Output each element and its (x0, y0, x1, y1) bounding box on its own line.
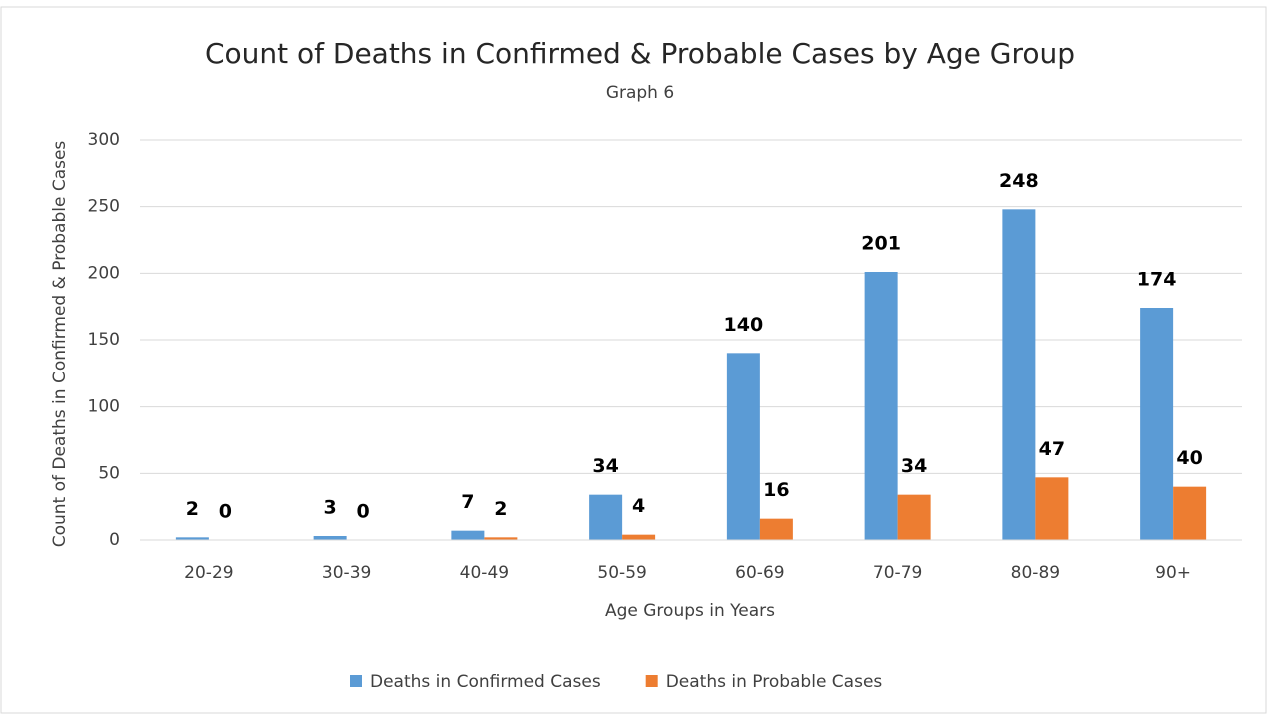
legend-label: Deaths in Confirmed Cases (370, 672, 601, 692)
bar (1173, 486, 1207, 540)
bar (1035, 477, 1069, 540)
bar (897, 494, 931, 540)
y-tick-label: 250 (88, 197, 120, 217)
legend-swatch (350, 675, 362, 687)
y-tick-label: 50 (98, 463, 120, 483)
chart-subtitle: Graph 6 (606, 83, 674, 103)
x-tick-label: 30-39 (322, 563, 371, 583)
data-label: 2 (494, 498, 507, 520)
bar (759, 518, 793, 540)
chart-border (0, 6, 1267, 714)
bar (726, 353, 760, 540)
legend-swatch (645, 675, 658, 687)
data-label: 0 (219, 501, 232, 523)
y-tick-label: 100 (88, 397, 120, 417)
x-tick-label: 20-29 (184, 563, 233, 583)
bar (484, 537, 518, 540)
x-tick-label: 40-49 (460, 563, 509, 583)
x-tick-label: 50-59 (597, 563, 646, 583)
data-label: 7 (461, 491, 474, 513)
x-axis-label: Age Groups in Years (605, 601, 775, 621)
data-label: 4 (632, 495, 645, 517)
data-label: 140 (724, 314, 764, 336)
x-tick-label: 90+ (1155, 563, 1191, 583)
data-label: 47 (1039, 438, 1065, 460)
bar (313, 536, 347, 540)
legend-label: Deaths in Probable Cases (666, 672, 883, 692)
chart-title: Count of Deaths in Confirmed & Probable … (205, 37, 1075, 70)
data-label: 201 (861, 233, 901, 255)
bar (1140, 308, 1174, 540)
y-tick-label: 0 (109, 530, 120, 550)
data-label: 34 (901, 455, 927, 477)
x-tick-label: 60-69 (735, 563, 784, 583)
y-tick-label: 150 (88, 330, 120, 350)
bar (451, 530, 485, 540)
y-tick-label: 200 (88, 263, 120, 283)
data-label: 3 (324, 497, 337, 519)
data-label: 248 (999, 170, 1039, 192)
y-tick-label: 300 (88, 130, 120, 150)
data-label: 174 (1137, 269, 1177, 291)
y-axis-label: Count of Deaths in Confirmed & Probable … (50, 141, 70, 548)
x-tick-label: 70-79 (873, 563, 922, 583)
data-label: 16 (763, 479, 789, 501)
x-tick-label: 80-89 (1011, 563, 1060, 583)
bar (622, 534, 656, 540)
data-label: 0 (357, 501, 370, 523)
data-label: 34 (592, 455, 618, 477)
bar (589, 494, 623, 540)
data-label: 40 (1176, 447, 1202, 469)
bar (175, 537, 209, 540)
data-label: 2 (186, 498, 199, 520)
bar (1002, 209, 1036, 541)
bar (864, 272, 898, 540)
